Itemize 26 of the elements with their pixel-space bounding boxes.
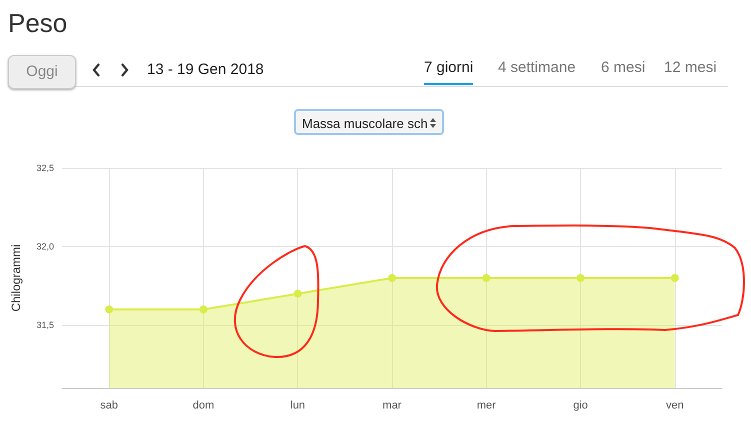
x-tick-label: sab xyxy=(100,400,118,412)
text: 7 giorni xyxy=(424,59,474,85)
text: Massa muscolare sch xyxy=(294,109,444,135)
text: 4 settimane xyxy=(498,59,576,76)
text: 6 mesi xyxy=(601,59,646,76)
point xyxy=(199,305,208,314)
text: 13 - 19 Gen 2018 xyxy=(147,61,264,78)
x-tick-label: dom xyxy=(192,400,214,412)
point xyxy=(388,274,396,282)
x-tick-label: gio xyxy=(573,400,588,412)
text: 12 mesi xyxy=(664,59,717,76)
y-tick-label: 32,5 xyxy=(36,163,54,173)
x-tick-label: ven xyxy=(666,400,684,412)
point xyxy=(105,305,114,314)
point xyxy=(670,274,679,282)
chart-title: Peso xyxy=(8,8,68,39)
y-axis-title: Chilogrammi xyxy=(9,244,23,312)
point xyxy=(576,274,585,282)
x-tick-label: mar xyxy=(382,400,402,412)
y-tick-label: 32,0 xyxy=(36,242,54,252)
point xyxy=(482,274,490,282)
x-tick-label: lun xyxy=(290,400,306,412)
point xyxy=(294,290,302,298)
x-tick-label: mer xyxy=(476,400,496,412)
y-tick-label: 31,5 xyxy=(36,320,54,330)
text: Oggi xyxy=(8,55,76,89)
